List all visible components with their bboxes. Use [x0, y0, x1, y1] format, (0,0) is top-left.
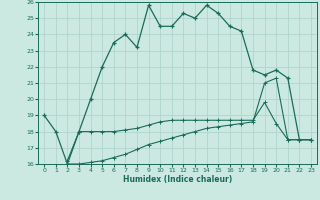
- X-axis label: Humidex (Indice chaleur): Humidex (Indice chaleur): [123, 175, 232, 184]
